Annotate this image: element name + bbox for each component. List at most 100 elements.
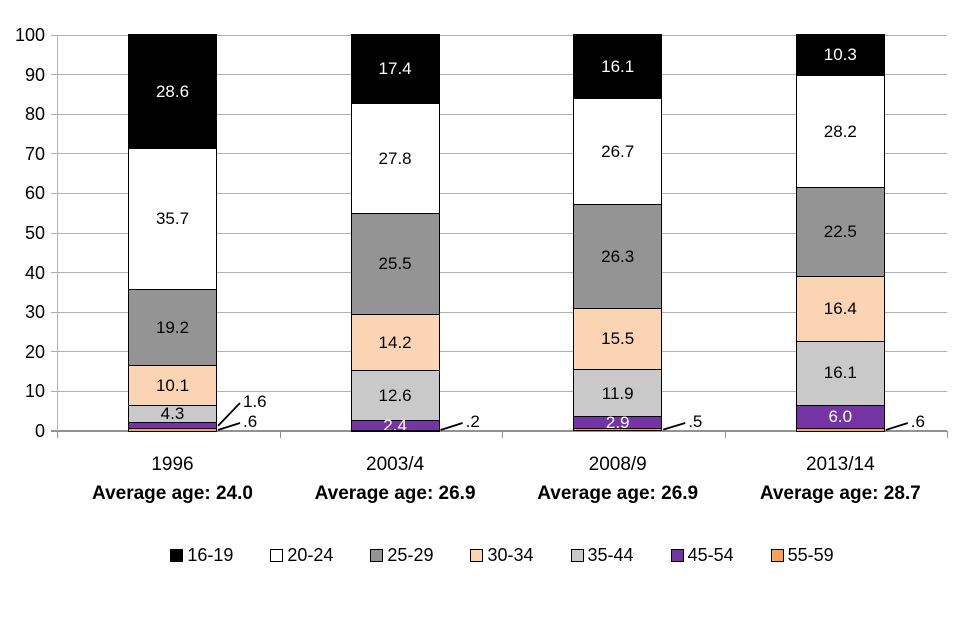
segment-value-label: 2.4 xyxy=(383,415,407,433)
category-label: 2008/9 xyxy=(588,454,647,475)
y-axis-tick-label: 30 xyxy=(24,302,45,323)
gridline xyxy=(51,113,947,115)
segment-value-label: 10.1 xyxy=(155,375,190,395)
segment-value-label: 2.9 xyxy=(605,412,630,432)
segment-value-label: 26.3 xyxy=(601,246,635,266)
segment-16-19 xyxy=(795,34,885,77)
segment-value-label: 12.6 xyxy=(378,386,412,406)
y-axis-tick-label: 20 xyxy=(24,341,45,362)
segment-55-59 xyxy=(795,428,885,433)
x-axis-tick xyxy=(502,431,503,438)
legend-swatch-25-29 xyxy=(370,548,384,562)
segment-16-19 xyxy=(128,34,217,149)
legend-item: 55-59 xyxy=(770,545,834,565)
segment-value-label: 17.4 xyxy=(378,59,412,79)
segment-value-label: 28.2 xyxy=(823,121,857,141)
segment-value-label: 27.8 xyxy=(378,148,412,168)
legend-item: 30-34 xyxy=(470,545,534,565)
legend-swatch-30-34 xyxy=(470,548,484,562)
segment-25-29 xyxy=(350,213,440,316)
segment-55-59 xyxy=(573,427,663,432)
gridline xyxy=(51,74,947,76)
legend-swatch-35-44 xyxy=(570,548,584,562)
gridline xyxy=(51,351,947,353)
callout-value-label: .6 xyxy=(243,412,258,431)
legend-label: 25-29 xyxy=(387,545,434,565)
legend-label: 20-24 xyxy=(287,545,334,565)
legend-item: 35-44 xyxy=(570,545,634,565)
y-axis-tick-label: 90 xyxy=(24,64,45,85)
segment-value-label: 16.1 xyxy=(601,56,635,76)
legend-swatch-45-54 xyxy=(670,548,684,562)
legend-swatch-16-19 xyxy=(170,548,184,562)
segment-value-label: 6.0 xyxy=(828,407,853,427)
x-axis-tick xyxy=(57,431,58,438)
segment-20-24 xyxy=(350,103,440,215)
legend-label: 45-54 xyxy=(687,545,734,565)
gridline xyxy=(51,272,947,274)
segment-value-label: 4.3 xyxy=(160,404,185,424)
gridline xyxy=(51,390,947,392)
segment-value-label: 14.2 xyxy=(378,333,412,353)
x-axis-tick xyxy=(279,431,281,438)
gridline xyxy=(51,311,947,313)
segment-value-label: 35.7 xyxy=(155,208,190,228)
callout-value-label: .5 xyxy=(688,412,703,431)
legend-swatch-20-24 xyxy=(270,548,284,562)
segment-55-59 xyxy=(350,429,440,433)
legend-swatch-55-59 xyxy=(770,548,784,562)
average-age-label: Average age: 26.9 xyxy=(314,483,476,504)
category-label: 1996 xyxy=(151,454,194,475)
segment-16-19 xyxy=(350,34,440,105)
segment-value-label: 19.2 xyxy=(155,317,190,337)
average-age-label: Average age: 28.7 xyxy=(759,483,921,504)
average-age-label: Average age: 24.0 xyxy=(92,483,253,504)
y-axis-tick-label: 60 xyxy=(24,183,45,204)
y-axis-tick-label: 80 xyxy=(24,104,45,125)
plot-area: 28.6 35.7 19.2 10.1 4.3 17.4 27.8 25.5 14.2 12.6 2… xyxy=(51,34,947,433)
segment-20-24 xyxy=(573,98,663,206)
legend-label: 16-19 xyxy=(187,545,234,565)
segment-value-label: 16.4 xyxy=(823,299,857,319)
segment-value-label: 25.5 xyxy=(378,254,412,274)
legend-item: 20-24 xyxy=(270,545,333,565)
y-axis-line xyxy=(57,35,58,432)
segment-value-label: 16.1 xyxy=(823,363,857,383)
segment-25-29 xyxy=(128,288,217,367)
segment-value-label: 15.5 xyxy=(601,329,635,349)
segment-25-29 xyxy=(795,186,885,278)
gridline xyxy=(51,153,947,155)
y-axis-tick-label: 70 xyxy=(24,143,45,164)
y-axis-tick-label: 0 xyxy=(34,421,45,441)
segment-value-label: 26.7 xyxy=(601,141,635,161)
segment-value-label: 11.9 xyxy=(601,383,634,403)
y-axis-tick-label: 10 xyxy=(24,381,45,402)
x-axis-tick xyxy=(724,431,726,438)
segment-value-label: 22.5 xyxy=(823,222,857,241)
segment-35-44 xyxy=(795,340,885,406)
category-label: 2003/4 xyxy=(366,454,425,475)
segment-35-44 xyxy=(573,369,663,418)
legend-item: 45-54 xyxy=(670,545,734,565)
x-axis-tick xyxy=(947,431,948,438)
segment-30-34 xyxy=(128,364,217,407)
gridline xyxy=(51,232,947,234)
category-label: 2013/14 xyxy=(805,454,875,475)
y-axis-tick-label: 100 xyxy=(14,25,45,45)
chart-legend: 16-19 20-24 25-29 30-34 35-44 45-54 55-59 xyxy=(57,545,947,565)
legend-label: 35-44 xyxy=(587,545,634,565)
segment-20-24 xyxy=(795,75,885,189)
y-axis-tick-label: 50 xyxy=(24,223,45,243)
segment-value-label: 28.6 xyxy=(155,81,190,101)
segment-30-34 xyxy=(350,314,440,372)
x-axis-line xyxy=(51,430,947,432)
y-axis-tick-label: 40 xyxy=(24,262,45,283)
average-age-label: Average age: 26.9 xyxy=(537,483,699,504)
segment-55-59 xyxy=(128,428,217,433)
segment-35-44 xyxy=(350,370,440,422)
gridline xyxy=(51,34,947,36)
callout-value-label: .6 xyxy=(910,412,925,431)
callout-value-label: .2 xyxy=(465,412,480,431)
segment-value-label: 10.3 xyxy=(823,45,857,65)
